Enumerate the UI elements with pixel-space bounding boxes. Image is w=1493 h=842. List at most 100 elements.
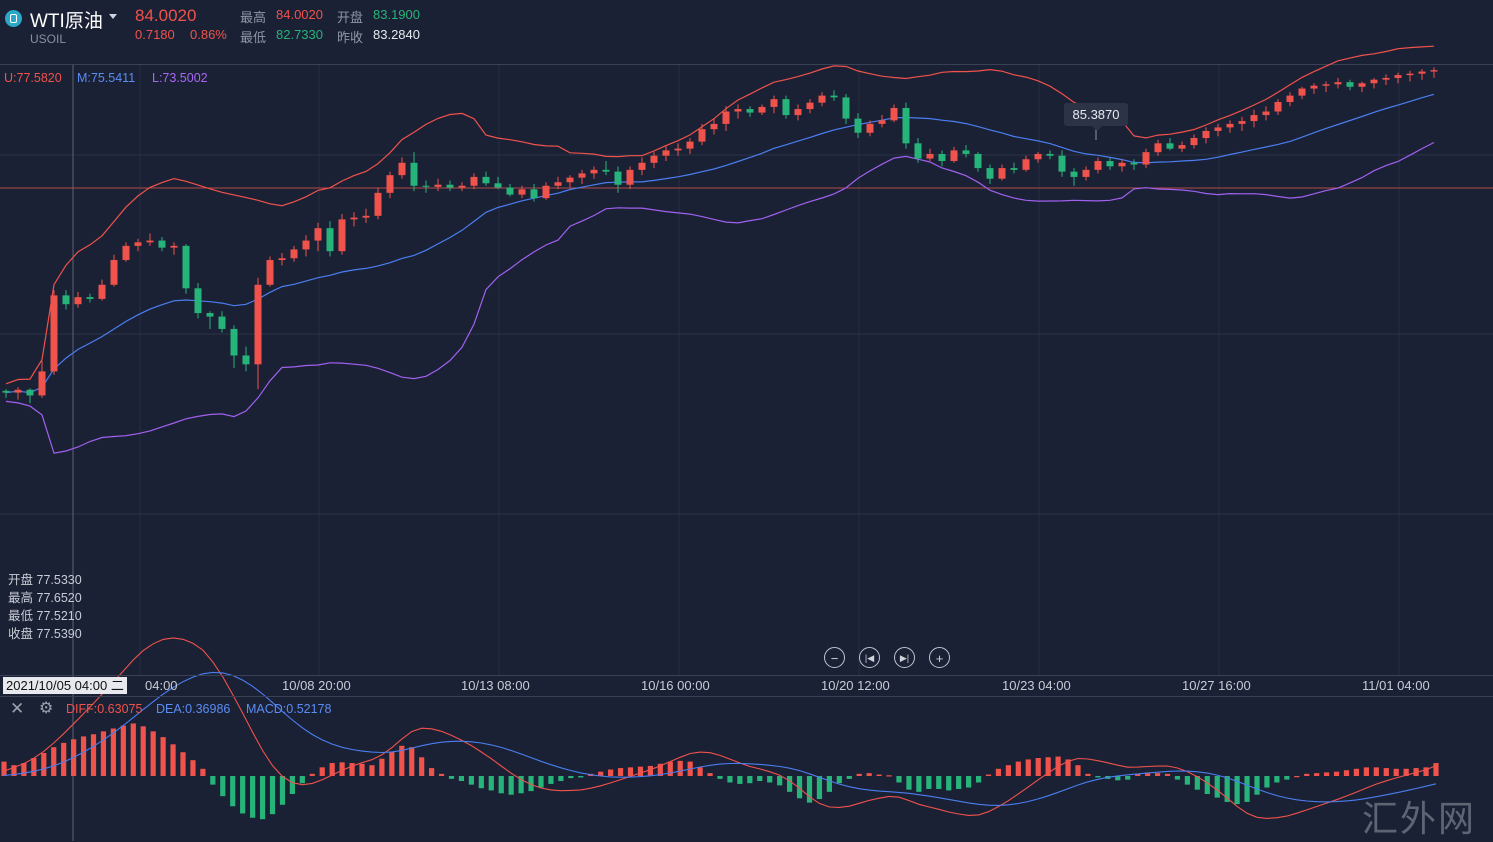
candle-body: [1370, 79, 1378, 84]
macd-bar: [349, 763, 355, 776]
candle-body: [302, 240, 310, 250]
x-tick: 11/01 04:00: [1362, 678, 1430, 693]
macd-bar: [299, 776, 305, 784]
candle-body: [1058, 155, 1066, 172]
candle-body: [386, 175, 394, 193]
macd-bar: [279, 776, 286, 805]
macd-bar: [1234, 776, 1240, 805]
macd-bar: [1, 761, 7, 776]
macd-bar: [548, 776, 554, 784]
step-back-icon[interactable]: |◀: [859, 647, 880, 668]
candle-body: [482, 176, 490, 184]
candle-body: [1022, 159, 1030, 170]
macd-bar: [936, 776, 942, 789]
candle-body: [410, 162, 418, 186]
candle-body: [134, 242, 142, 246]
macd-bar: [995, 768, 1002, 776]
candle-body: [434, 184, 442, 187]
boll-middle-label: M:75.5411: [77, 71, 136, 85]
macd-bar: [1254, 776, 1260, 795]
macd-bar: [1343, 770, 1350, 776]
x-tick: 10/16 00:00: [641, 678, 710, 693]
macd-bar: [966, 776, 972, 788]
macd-bar: [528, 776, 534, 792]
candle-body: [674, 148, 682, 151]
candle-body: [254, 284, 262, 365]
candle-body: [398, 162, 406, 176]
macd-bar: [856, 773, 862, 776]
macd-bar: [150, 731, 156, 776]
macd-bar: [508, 776, 514, 795]
zoom-in-icon[interactable]: +: [929, 647, 950, 668]
boll-upper-line: [5, 45, 1435, 385]
caret-down-icon[interactable]: [109, 14, 117, 19]
candle-body: [566, 177, 574, 183]
macd-bar: [11, 765, 17, 776]
candle-body: [242, 355, 250, 365]
candle-body: [98, 284, 106, 299]
macd-bar: [836, 776, 842, 784]
macd-bar: [1154, 773, 1161, 776]
macd-bar: [657, 763, 663, 776]
candle-body: [1322, 84, 1330, 86]
macd-bar: [1085, 773, 1091, 776]
candle-body: [2, 390, 10, 393]
candle-body: [290, 249, 298, 259]
macd-bar: [538, 776, 544, 788]
x-tick: 10/08 20:00: [282, 678, 351, 693]
macd-bar: [379, 758, 385, 776]
candle-body: [1382, 77, 1390, 80]
candle-body: [1142, 152, 1150, 165]
macd-bar: [1194, 776, 1200, 790]
macd-bar: [160, 737, 166, 776]
candle-body: [62, 295, 70, 305]
macd-bar: [627, 767, 634, 776]
candle-body: [710, 123, 718, 130]
settings-icon[interactable]: ⚙: [39, 700, 54, 717]
macd-bar: [21, 763, 27, 776]
macd-bar: [846, 776, 852, 779]
candle-body: [1418, 71, 1426, 74]
macd-diff-line: [3, 637, 1437, 819]
candle-body: [890, 107, 898, 121]
candle-body: [1310, 85, 1318, 89]
macd-bar: [389, 751, 395, 776]
macd-bar: [1095, 776, 1101, 778]
candle-body: [1070, 171, 1078, 177]
macd-bar: [697, 767, 703, 776]
close-icon[interactable]: ✕: [10, 699, 25, 718]
macd-bar: [110, 728, 116, 776]
candle-body: [1178, 145, 1186, 149]
candle-body: [638, 162, 646, 170]
zoom-out-icon[interactable]: −: [824, 647, 845, 668]
grid-lines: [0, 65, 1493, 841]
ohlc-low: 最低 77.5210: [8, 609, 82, 623]
macd-bar: [498, 776, 504, 794]
macd-bar: [319, 767, 325, 776]
candle-body: [686, 141, 694, 149]
candle-body: [326, 228, 334, 252]
candle-body: [314, 228, 322, 241]
macd-bar: [31, 758, 37, 776]
candle-body: [206, 313, 214, 317]
candle-body: [1046, 153, 1054, 156]
macd-bar: [1115, 776, 1121, 781]
candle-body: [1358, 83, 1366, 87]
candle-body: [494, 183, 502, 188]
last-price: 84.0020: [135, 6, 197, 25]
macd-bar: [329, 763, 335, 776]
ohlc-high: 最高 77.6520: [8, 591, 82, 605]
symbol-name[interactable]: WTI原油: [30, 11, 103, 32]
macd-bar: [975, 776, 982, 783]
macd-bar: [200, 768, 206, 776]
macd-bar: [130, 723, 136, 776]
macd-bar: [637, 766, 644, 776]
step-forward-icon[interactable]: ▶|: [894, 647, 915, 668]
macd-bar: [956, 776, 962, 789]
candle-body: [818, 95, 826, 103]
macd-bar: [1184, 776, 1190, 785]
macd-bar: [767, 776, 773, 783]
candle-body: [650, 155, 658, 163]
candle-body: [458, 185, 466, 188]
